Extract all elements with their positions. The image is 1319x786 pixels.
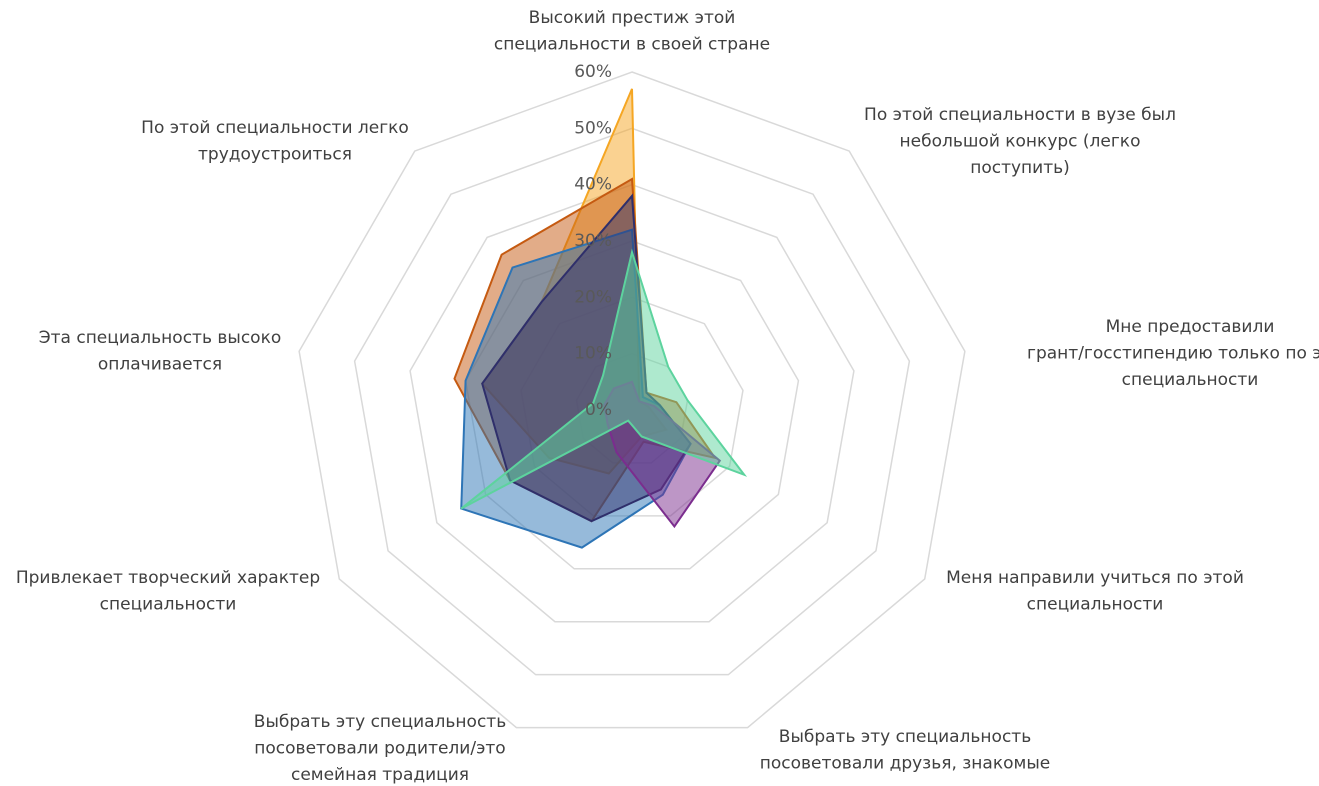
axis-label: трудоустроиться <box>198 145 352 165</box>
axis-label: посоветовали друзья, знакомые <box>760 754 1050 774</box>
axis-label: специальности в своей стране <box>494 35 770 55</box>
axis-label: По этой специальности в вузе был <box>864 105 1176 125</box>
axis-label: специальности <box>1122 370 1259 390</box>
axis-label: оплачивается <box>98 355 222 375</box>
grid-ring <box>298 71 966 729</box>
grid-ring <box>353 127 911 676</box>
axis-label: Выбрать эту специальность <box>779 727 1031 747</box>
r-tick-label: 0% <box>585 400 612 420</box>
axis-label: Мне предоставили <box>1106 317 1275 337</box>
axis-label: Эта специальность высоко <box>39 328 281 348</box>
axis-label: поступить) <box>970 158 1070 178</box>
axis-label: Высокий престиж этой <box>529 8 736 28</box>
r-tick-label: 40% <box>574 175 612 195</box>
axis-label: специальности <box>100 595 237 615</box>
axis-label: грант/госстипендию только по этой <box>1027 344 1319 364</box>
axis-label: Привлекает творческий характер <box>16 568 320 588</box>
axis-label: посоветовали родители/это <box>254 739 505 759</box>
r-tick-label: 20% <box>574 287 612 307</box>
r-tick-label: 50% <box>574 118 612 138</box>
r-tick-label: 60% <box>574 62 612 82</box>
r-tick-label: 10% <box>574 344 612 364</box>
axis-label: семейная традиция <box>291 765 469 785</box>
axis-label: специальности <box>1027 595 1164 615</box>
axis-label: Меня направили учиться по этой <box>946 568 1244 588</box>
axis-label: небольшой конкурс (легко <box>900 132 1141 152</box>
r-tick-label: 30% <box>574 231 612 251</box>
series-area <box>460 248 748 510</box>
axis-label: По этой специальности легко <box>141 118 409 138</box>
grid-ring <box>409 183 855 623</box>
axis-label: Выбрать эту специальность <box>254 712 506 732</box>
